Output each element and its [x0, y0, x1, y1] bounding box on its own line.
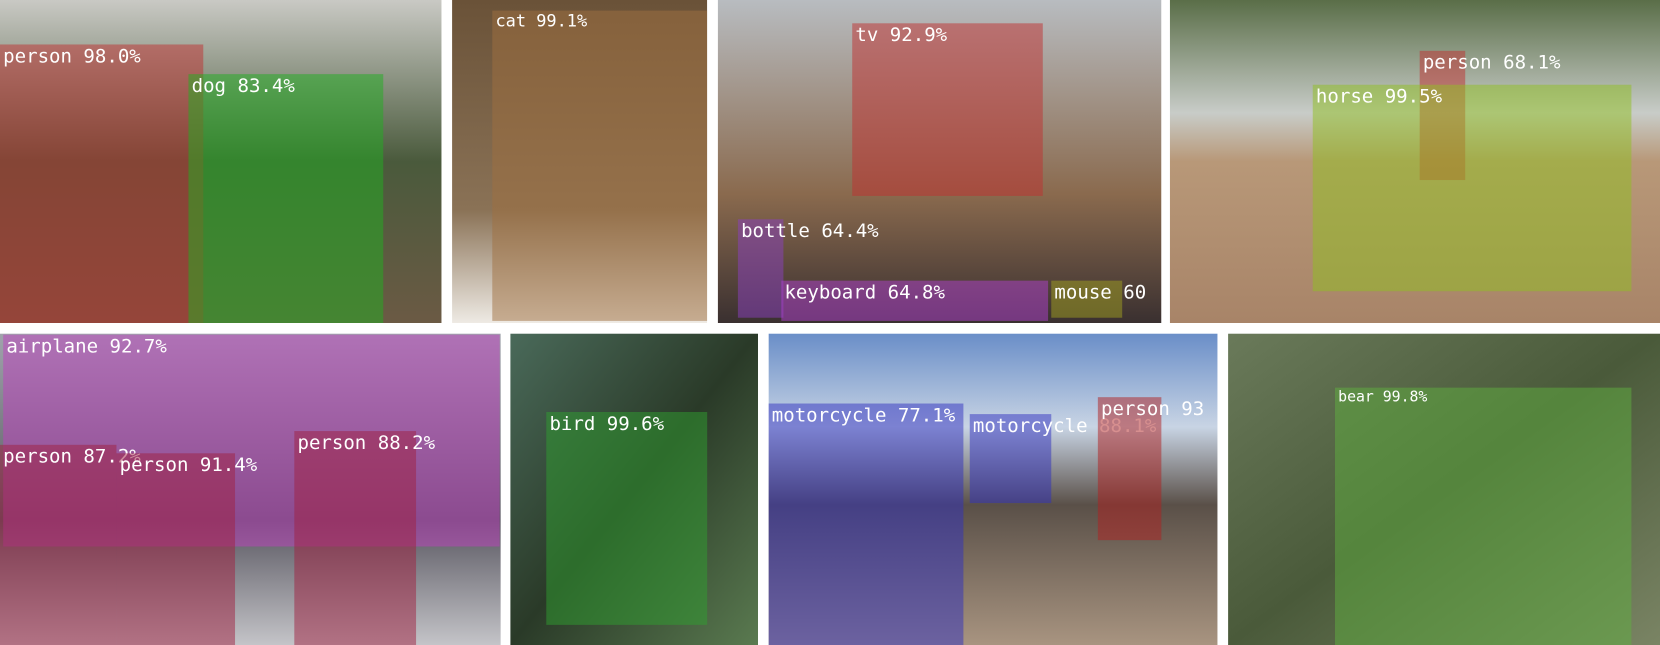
detection-label: bear 99.8% — [1338, 388, 1427, 405]
image-panel: person 98.0% dog 83.4% — [0, 0, 442, 324]
detection-box — [492, 10, 708, 321]
detection-box — [781, 280, 1049, 321]
image-panel: cat 99.1% — [452, 0, 708, 324]
detection-label: motorcycle 77.1% — [772, 404, 956, 426]
detection-box — [969, 414, 1052, 504]
detection-box — [546, 411, 708, 625]
image-panel: airplane 92.7% person 87.2%person 91.4% pe… — [0, 333, 501, 645]
detection-box — [768, 403, 964, 645]
detection-box — [1334, 387, 1632, 645]
image-panel: bird 99.6% — [510, 333, 759, 645]
detection-box — [0, 44, 204, 324]
detection-label: airplane 92.7% — [6, 336, 167, 358]
detection-box — [1097, 397, 1162, 541]
detection-label: person 93 — [1101, 398, 1204, 420]
detection-label: bird 99.6% — [549, 413, 664, 435]
detection-label: dog 83.4% — [192, 75, 296, 97]
image-panel: tv 92.9% bottle 64.4% keyboard 64.8% mouse … — [717, 0, 1162, 324]
detection-label: mouse 60 — [1054, 282, 1146, 304]
detection-label: person 91.4% — [120, 454, 258, 476]
detection-label: cat 99.1% — [495, 11, 587, 31]
detection-box — [1051, 280, 1123, 318]
detection-box — [116, 453, 236, 645]
detection-box — [0, 444, 117, 645]
detection-box — [852, 23, 1043, 196]
detection-label: person 87.2% — [3, 446, 141, 468]
detection-label: horse 99.5% — [1316, 86, 1443, 108]
detection-label: person 68.1% — [1423, 52, 1561, 74]
detection-box — [294, 431, 417, 645]
detection-label: bottle 64.4% — [741, 220, 879, 242]
detection-label: person 98.0% — [3, 45, 141, 67]
image-panel: person 68.1% horse 99.5% — [1169, 0, 1660, 324]
detection-box — [188, 74, 384, 324]
image-panel: bear 99.8% — [1228, 333, 1660, 645]
detection-box — [1312, 84, 1632, 292]
detection-box — [737, 219, 784, 318]
detection-label: person 88.2% — [297, 432, 435, 454]
detection-label: keyboard 64.8% — [784, 282, 945, 304]
detection-label: tv 92.9% — [855, 24, 947, 46]
image-panel: motorcycle 77.1% motorcycle 88.1%person 9… — [768, 333, 1218, 645]
